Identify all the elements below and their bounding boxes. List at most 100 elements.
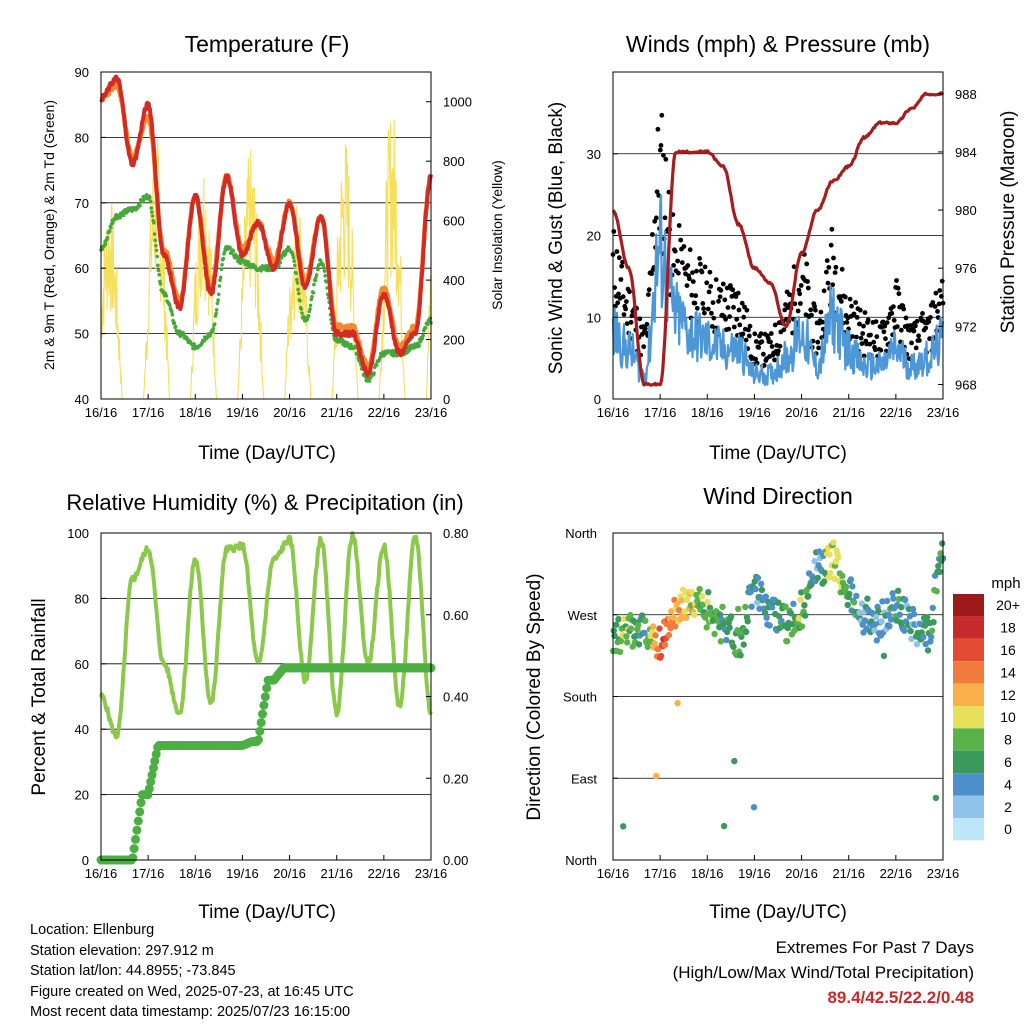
series-gust-point: [933, 290, 939, 296]
series-total-precip-point: [135, 807, 145, 817]
direction-point: [802, 612, 809, 619]
direction-point: [652, 632, 659, 639]
temperature-xtick-label: 18/16: [179, 405, 212, 420]
winds-y-ticks-right: 968 972 976 980 984 988: [938, 87, 977, 392]
direction-point: [683, 614, 690, 621]
series-2m-dewpoint-point: [318, 258, 323, 263]
legend-label: 2: [1004, 799, 1012, 815]
series-gust-point: [825, 280, 831, 286]
legend-swatch: [953, 818, 984, 841]
series-2m-dewpoint-point: [215, 301, 220, 306]
direction-point: [902, 596, 909, 604]
series-total-precip-point: [253, 735, 263, 745]
series-total-precip-point: [260, 692, 270, 702]
direction-title: Wind Direction: [703, 483, 853, 509]
series-gust-point: [753, 356, 758, 362]
direction-point: [716, 611, 724, 618]
series-gust-point: [792, 301, 798, 307]
series-2m-dewpoint-point: [118, 215, 122, 220]
series-gust-point: [781, 327, 787, 333]
series-2m-dewpoint-point: [294, 271, 298, 276]
series-gust-point: [735, 290, 741, 296]
temperature-ytick-label-right: 0: [443, 392, 450, 407]
series-2m-dewpoint-point: [170, 309, 174, 314]
series-gust-point: [916, 333, 921, 339]
series-gust-point: [718, 287, 724, 293]
legend-swatch: [953, 616, 984, 639]
humidity-xtick-label: 18/16: [179, 866, 212, 881]
winds-xtick-label: 21/16: [832, 405, 865, 420]
series-gust-point: [705, 306, 711, 312]
series-gust-point: [797, 291, 803, 297]
series-gust-point: [655, 126, 661, 132]
series-gust-point: [697, 256, 702, 261]
humidity-ylabel-left: Percent & Total Rainfall: [29, 598, 50, 795]
panel-winds: Winds (mph) & Pressure (mb) 16/16 17/16 18…: [546, 31, 1019, 464]
series-gust-point: [809, 312, 814, 318]
series-total-precip-point: [258, 709, 267, 719]
direction-point: [615, 615, 622, 623]
series-gust-point: [857, 307, 863, 313]
direction-point: [936, 568, 943, 575]
direction-xtick-label: 23/16: [927, 866, 960, 881]
direction-point: [756, 605, 763, 612]
series-total-precip-point: [136, 798, 146, 808]
series-gust-point: [730, 287, 736, 293]
series-gust-point: [891, 304, 896, 309]
series-gust-point: [619, 263, 625, 269]
winds-ytick-label: 20: [587, 229, 601, 244]
series-gust-point: [859, 341, 865, 346]
series-2m-dewpoint-point: [192, 342, 196, 346]
series-2m-dewpoint-point: [292, 259, 296, 263]
series-gust-point: [937, 288, 943, 293]
series-gust-point: [891, 317, 897, 323]
humidity-ytick-label: 0: [82, 853, 89, 868]
series-gust-point: [752, 331, 758, 337]
series-2m-dewpoint-point: [156, 263, 160, 268]
series-gust-point: [707, 269, 713, 275]
direction-point: [711, 630, 718, 638]
direction-point: [740, 641, 747, 648]
direction-point: [830, 539, 837, 546]
direction-point: [698, 593, 706, 600]
direction-point: [763, 614, 770, 621]
direction-point: [883, 597, 891, 605]
legend-label: 18: [1000, 620, 1016, 636]
legend-swatch: [953, 638, 984, 662]
series-2m-dewpoint-point: [231, 249, 236, 253]
direction-point: [871, 627, 878, 634]
direction-point: [924, 614, 931, 621]
direction-point: [723, 636, 730, 644]
series-2m-dewpoint-point: [153, 238, 157, 243]
series-gust-point: [847, 296, 853, 302]
series-2m-dewpoint-point: [311, 290, 316, 295]
series-gust-point: [798, 301, 803, 306]
series-gust-point: [880, 319, 886, 325]
winds-ytick-label: 30: [587, 147, 601, 162]
series-2m-dewpoint-point: [109, 226, 113, 230]
series-gust-point: [844, 320, 850, 325]
series-gust-point: [772, 357, 777, 363]
series-2m-dewpoint-point: [154, 248, 159, 253]
info-elevation: Station elevation: 297.912 m: [30, 942, 214, 959]
direction-point: [703, 624, 710, 631]
series-gust-point: [896, 291, 902, 297]
direction-point: [875, 607, 882, 615]
direction-point: [651, 640, 658, 647]
series-gust-point: [826, 265, 832, 270]
series-2m-dewpoint-point: [321, 263, 326, 267]
humidity-x-ticks: 16/16 17/16 18/16 19/16 20/16 21/16 22/16 23/16: [85, 855, 447, 881]
series-total-precip-point: [133, 816, 143, 826]
speed-legend: mph 20+ 18 16 14 12 10 8 6 4 2 0: [953, 575, 1021, 841]
temperature-xtick-label: 17/16: [132, 405, 165, 420]
direction-point: [742, 603, 749, 611]
direction-point: [880, 652, 888, 660]
direction-point: [894, 587, 902, 594]
direction-point: [661, 641, 669, 648]
temperature-ytick-label: 40: [75, 392, 89, 407]
series-2m-dewpoint-point: [154, 243, 158, 248]
series-gust-point: [903, 315, 909, 321]
winds-ytick-label: 0: [594, 392, 601, 407]
series-total-precip-point: [149, 763, 158, 773]
